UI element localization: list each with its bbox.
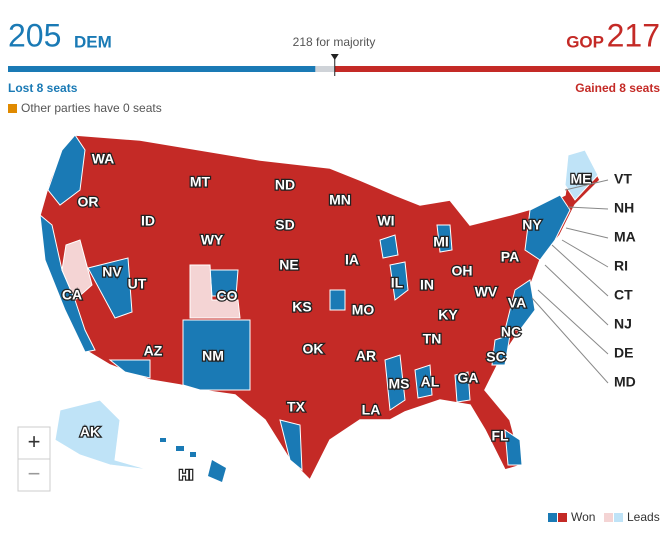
callout-label: VT	[614, 171, 632, 187]
state-label: ME	[571, 171, 592, 187]
state-label: NY	[522, 217, 542, 233]
legend-swatch	[558, 513, 567, 522]
state-label: NV	[102, 264, 122, 280]
hawaii	[160, 438, 226, 482]
callout-line	[531, 297, 609, 384]
state-label: SC	[486, 349, 505, 365]
state-label: MI	[433, 234, 449, 250]
state-label: SD	[275, 217, 294, 233]
state-label: IN	[420, 277, 434, 293]
dem-label: DEM	[74, 32, 112, 51]
state-label: PA	[501, 249, 519, 265]
other-swatch	[8, 104, 17, 113]
zoom-out[interactable]: −	[17, 458, 51, 492]
state-label: AR	[356, 348, 376, 364]
state-label: MT	[190, 174, 211, 190]
state-label: CO	[217, 288, 238, 304]
gop-leads	[61, 239, 241, 319]
zoom-out-button[interactable]	[17, 458, 51, 492]
state-label: MO	[352, 302, 375, 318]
gop-seats: 217	[607, 17, 660, 53]
dem-seats: 205	[8, 17, 61, 53]
other-bar	[8, 66, 660, 72]
legend-swatch	[604, 513, 613, 522]
state-label: KS	[292, 299, 311, 315]
state-label: FL	[491, 428, 509, 444]
callout-label: NH	[614, 200, 634, 216]
maine-leads	[564, 149, 599, 201]
state-label: OH	[452, 263, 473, 279]
state-label: AL	[421, 374, 440, 390]
state-label: MN	[329, 192, 351, 208]
state-label: WV	[475, 284, 498, 300]
state-label: NE	[279, 257, 298, 273]
alaska	[54, 399, 151, 471]
state-label: ID	[141, 213, 155, 229]
gop-change: Gained 8 seats	[575, 81, 660, 95]
other-note: Other parties have 0 seats	[21, 101, 162, 115]
state-label: TX	[287, 399, 306, 415]
callout-line	[561, 239, 609, 268]
state-label: VA	[508, 295, 526, 311]
zoom-in-label[interactable]: +	[28, 429, 41, 454]
gop-bar	[334, 66, 660, 72]
callout-label: CT	[614, 287, 633, 303]
legend-leads: Leads	[627, 510, 660, 524]
callout-line	[537, 289, 609, 355]
state-label: AZ	[144, 343, 163, 359]
legend: Won Leads	[548, 510, 660, 524]
callout-label: NJ	[614, 316, 632, 332]
legend-swatch	[548, 513, 557, 522]
seat-bar	[8, 54, 660, 76]
state-label: WI	[377, 213, 394, 229]
majority-label: 218 for majority	[293, 35, 376, 49]
zoom-in[interactable]: +	[17, 426, 51, 460]
state-label: AK	[80, 424, 100, 440]
state-label: IA	[345, 252, 359, 268]
state-label: WY	[201, 232, 224, 248]
state-label: ND	[275, 177, 295, 193]
state-label: MS	[389, 376, 410, 392]
callout-line	[567, 206, 609, 210]
callout-line	[544, 264, 609, 326]
callout-label: RI	[614, 258, 628, 274]
state-label: NM	[202, 348, 224, 364]
callout-label: MD	[614, 374, 636, 390]
state-label: TN	[423, 331, 442, 347]
legend-swatch	[614, 513, 623, 522]
state-label: OR	[78, 194, 99, 210]
map: WA OR CA NV ID MT WY UT CO AZ NM ND SD NE KS OK TX MN IA MO…	[39, 134, 636, 484]
majority-marker	[330, 54, 339, 60]
zoom-in-button[interactable]	[17, 426, 51, 460]
state-label: CA	[62, 287, 82, 303]
state-label: KY	[438, 307, 458, 323]
dem-change: Lost 8 seats	[8, 81, 78, 95]
state-label: GA	[458, 370, 479, 386]
dem-bar	[8, 66, 316, 72]
callout-line	[551, 244, 609, 297]
state-label: WA	[92, 151, 115, 167]
callout-line	[565, 227, 609, 239]
state-label: UT	[128, 276, 147, 292]
legend-won: Won	[571, 510, 595, 524]
state-label: LA	[362, 402, 381, 418]
callout-label: DE	[614, 345, 633, 361]
state-label: HI	[179, 467, 193, 483]
gop-label: GOP	[566, 32, 604, 51]
state-label: IL	[391, 275, 404, 291]
state-label: OK	[303, 341, 324, 357]
callout-line	[564, 179, 609, 191]
callout-label: MA	[614, 229, 636, 245]
zoom-out-label[interactable]: −	[28, 461, 41, 486]
state-label: NC	[501, 324, 521, 340]
